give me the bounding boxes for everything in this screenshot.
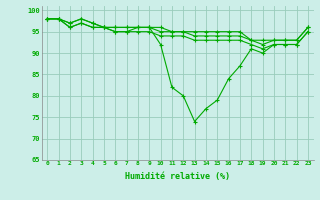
X-axis label: Humidité relative (%): Humidité relative (%) [125,172,230,181]
